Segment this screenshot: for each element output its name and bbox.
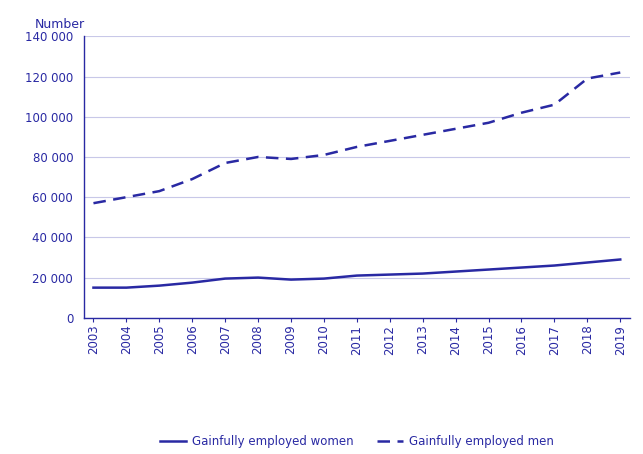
- Gainfully employed women: [353, 273, 361, 278]
- Gainfully employed women: [188, 280, 196, 286]
- Gainfully employed men: [353, 144, 361, 150]
- Line: Gainfully employed women: Gainfully employed women: [93, 260, 620, 288]
- Gainfully employed men: [583, 76, 591, 81]
- Gainfully employed women: [583, 260, 591, 265]
- Gainfully employed men: [320, 152, 328, 158]
- Gainfully employed women: [89, 285, 97, 291]
- Gainfully employed men: [550, 102, 558, 108]
- Gainfully employed women: [485, 267, 493, 272]
- Gainfully employed men: [518, 110, 525, 115]
- Text: Number: Number: [35, 18, 84, 31]
- Gainfully employed women: [221, 276, 229, 281]
- Gainfully employed men: [419, 132, 426, 138]
- Gainfully employed women: [550, 263, 558, 268]
- Gainfully employed women: [452, 269, 460, 274]
- Legend: Gainfully employed women, Gainfully employed men: Gainfully employed women, Gainfully empl…: [155, 431, 559, 453]
- Gainfully employed women: [320, 276, 328, 281]
- Gainfully employed women: [123, 285, 131, 291]
- Gainfully employed women: [386, 272, 394, 277]
- Gainfully employed women: [287, 277, 295, 282]
- Gainfully employed women: [518, 265, 525, 270]
- Gainfully employed men: [221, 160, 229, 166]
- Gainfully employed men: [452, 126, 460, 132]
- Gainfully employed women: [254, 275, 262, 280]
- Gainfully employed men: [485, 120, 493, 125]
- Gainfully employed women: [156, 283, 163, 288]
- Gainfully employed men: [188, 176, 196, 182]
- Gainfully employed men: [89, 201, 97, 206]
- Gainfully employed men: [386, 138, 394, 143]
- Gainfully employed men: [254, 154, 262, 160]
- Gainfully employed men: [156, 188, 163, 194]
- Gainfully employed women: [617, 257, 624, 262]
- Gainfully employed men: [617, 70, 624, 75]
- Gainfully employed men: [287, 156, 295, 162]
- Gainfully employed women: [419, 271, 426, 276]
- Gainfully employed men: [123, 194, 131, 200]
- Line: Gainfully employed men: Gainfully employed men: [93, 73, 620, 203]
